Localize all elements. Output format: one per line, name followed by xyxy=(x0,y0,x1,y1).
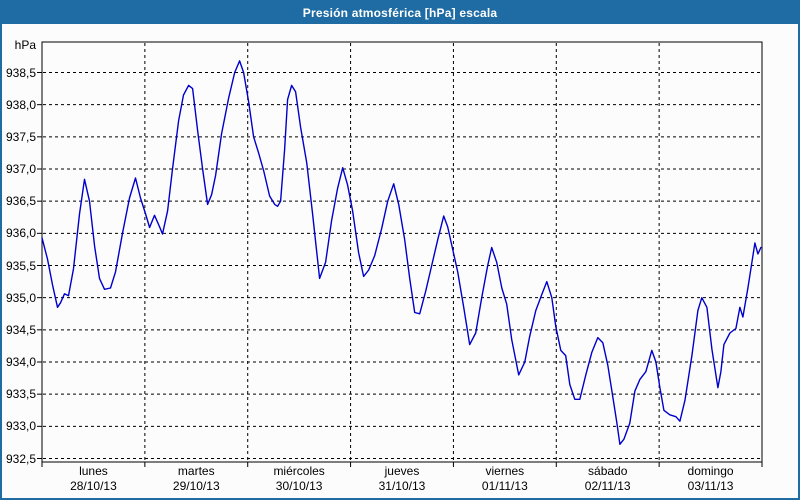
x-day-label: miércoles 30/10/13 xyxy=(248,464,351,494)
x-day-label: domingo 03/11/13 xyxy=(659,464,762,494)
x-day-name: domingo xyxy=(687,464,734,478)
x-day-label: jueves 31/10/13 xyxy=(351,464,454,494)
y-tick-label: 935,5 xyxy=(5,258,36,273)
x-day-label: viernes 01/11/13 xyxy=(453,464,556,494)
y-tick-label: 936,5 xyxy=(5,194,36,209)
plot-border xyxy=(41,41,763,463)
x-day-date: 30/10/13 xyxy=(275,479,323,493)
x-day-date: 02/11/13 xyxy=(584,479,631,493)
x-day-name: viernes xyxy=(485,464,525,478)
y-tick-label: 938,5 xyxy=(5,65,36,80)
y-tick-label: 934,0 xyxy=(5,355,36,369)
y-axis-unit-label: hPa xyxy=(14,38,36,52)
x-day-date: 28/10/13 xyxy=(70,479,117,493)
x-day-date: 31/10/13 xyxy=(378,479,426,493)
y-tick-label: 937,0 xyxy=(5,162,36,176)
x-day-label: lunes 28/10/13 xyxy=(42,464,145,494)
pressure-series-line xyxy=(41,60,762,445)
y-tick-label: 936,0 xyxy=(5,226,36,241)
x-day-label: sábado 02/11/13 xyxy=(556,464,659,494)
y-tick-label: 935,0 xyxy=(5,290,36,305)
x-day-date: 01/11/13 xyxy=(481,479,528,493)
chart-title: Presión atmosférica [hPa] escala xyxy=(2,2,798,24)
x-day-date: 03/11/13 xyxy=(687,479,734,493)
y-tick-label: 932,5 xyxy=(5,451,36,466)
x-day-name: martes xyxy=(177,464,215,478)
x-day-name: miércoles xyxy=(273,464,325,478)
x-day-name: jueves xyxy=(384,464,420,478)
y-tick-label: 933,5 xyxy=(5,387,36,402)
x-day-label: martes 29/10/13 xyxy=(145,464,248,494)
x-day-name: lunes xyxy=(79,464,108,478)
x-day-name: sábado xyxy=(588,464,628,478)
y-tick-label: 937,5 xyxy=(5,129,36,144)
y-tick-label: 938,0 xyxy=(5,97,36,112)
x-day-date: 29/10/13 xyxy=(172,479,220,493)
y-tick-label: 933,0 xyxy=(5,419,36,434)
y-tick-label: 934,5 xyxy=(5,322,36,337)
